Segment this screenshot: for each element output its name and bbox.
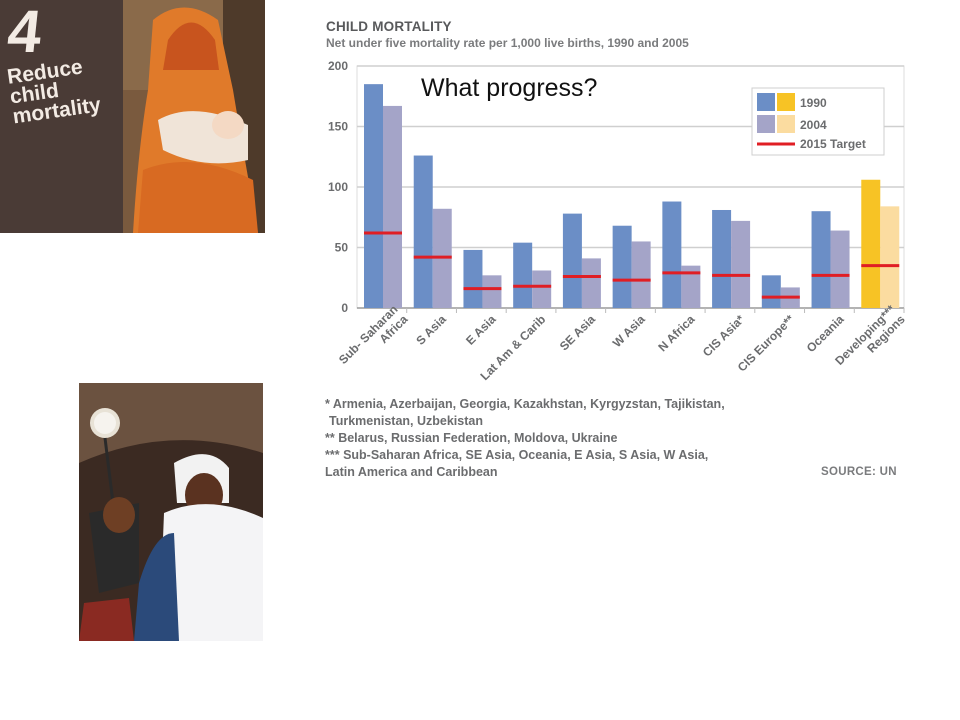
y-tick-label: 50 xyxy=(335,241,349,255)
bar-2004 xyxy=(532,270,552,308)
footnote-developing: *** Sub-Saharan Africa, SE Asia, Oceania… xyxy=(325,448,709,462)
x-tick-label: CIS Asia* xyxy=(700,312,748,360)
bar-1990 xyxy=(364,84,383,309)
bar-1990 xyxy=(761,275,781,308)
bar-1990 xyxy=(413,155,433,308)
bar-2004 xyxy=(731,220,751,308)
bar-1990 xyxy=(811,211,831,308)
mother-baby-weighing-photo xyxy=(79,383,263,641)
legend-swatch-1990-highlight xyxy=(777,93,795,111)
bar-1990 xyxy=(861,179,881,308)
legend-label: 2015 Target xyxy=(800,137,866,151)
bar-1990 xyxy=(712,209,732,308)
poster-background xyxy=(0,0,123,233)
footnote-cis-asia-cont: Turkmenistan, Uzbekistan xyxy=(329,414,483,428)
bar-1990 xyxy=(463,249,483,308)
x-tick-label: W Asia xyxy=(610,312,648,350)
y-tick-label: 200 xyxy=(328,59,348,73)
y-tick-label: 150 xyxy=(328,120,348,134)
chart-source: SOURCE: UN xyxy=(821,466,897,478)
chart-title: CHILD MORTALITY xyxy=(326,19,452,34)
chart-subtitle: Net under five mortality rate per 1,000 … xyxy=(326,36,689,50)
legend-label: 2004 xyxy=(800,118,827,132)
bar-1990 xyxy=(612,225,632,308)
bar-2004 xyxy=(581,258,601,308)
y-tick-label: 0 xyxy=(341,301,348,315)
x-tick-label-line: N Africa xyxy=(655,312,697,354)
bar-2004 xyxy=(681,265,701,308)
x-tick-label-line: SE Asia xyxy=(557,312,598,353)
legend-swatch-1990 xyxy=(757,93,775,111)
bar-2004 xyxy=(383,105,402,309)
x-tick-label-line: CIS Asia* xyxy=(700,312,748,360)
bar-1990 xyxy=(662,201,682,308)
footnote-developing-cont: Latin America and Caribbean xyxy=(325,465,498,479)
legend-swatch-2004-highlight xyxy=(777,115,795,133)
legend-swatch-2004 xyxy=(757,115,775,133)
mdg-goal-poster: 4 Reduce child mortality xyxy=(0,0,265,233)
mother-nursing-photo xyxy=(123,0,265,233)
bar-2004 xyxy=(830,230,850,308)
x-tick-label-line: E Asia xyxy=(463,312,499,348)
legend-label: 1990 xyxy=(800,96,827,110)
bar-2004 xyxy=(482,275,502,308)
bar-2004 xyxy=(631,241,651,308)
x-tick-label-line: S Asia xyxy=(413,312,449,348)
x-tick-label: Developing***Regions xyxy=(832,302,908,378)
x-tick-label: SE Asia xyxy=(557,312,598,353)
goal-number: 4 xyxy=(4,0,45,65)
bar-1990 xyxy=(513,242,533,308)
footnote-cis-asia: * Armenia, Azerbaijan, Georgia, Kazakhst… xyxy=(325,397,725,411)
y-tick-label: 100 xyxy=(328,180,348,194)
x-tick-label: E Asia xyxy=(463,312,499,348)
x-tick-label-line: W Asia xyxy=(610,312,648,350)
x-tick-label: N Africa xyxy=(655,312,697,354)
x-tick-label: S Asia xyxy=(413,312,449,348)
bar-1990 xyxy=(562,213,582,308)
chart-footnotes: * Armenia, Azerbaijan, Georgia, Kazakhst… xyxy=(325,396,795,481)
bar-2004 xyxy=(880,206,900,308)
footnote-cis-europe: ** Belarus, Russian Federation, Moldova,… xyxy=(325,431,618,445)
progress-callout: What progress? xyxy=(421,74,598,102)
